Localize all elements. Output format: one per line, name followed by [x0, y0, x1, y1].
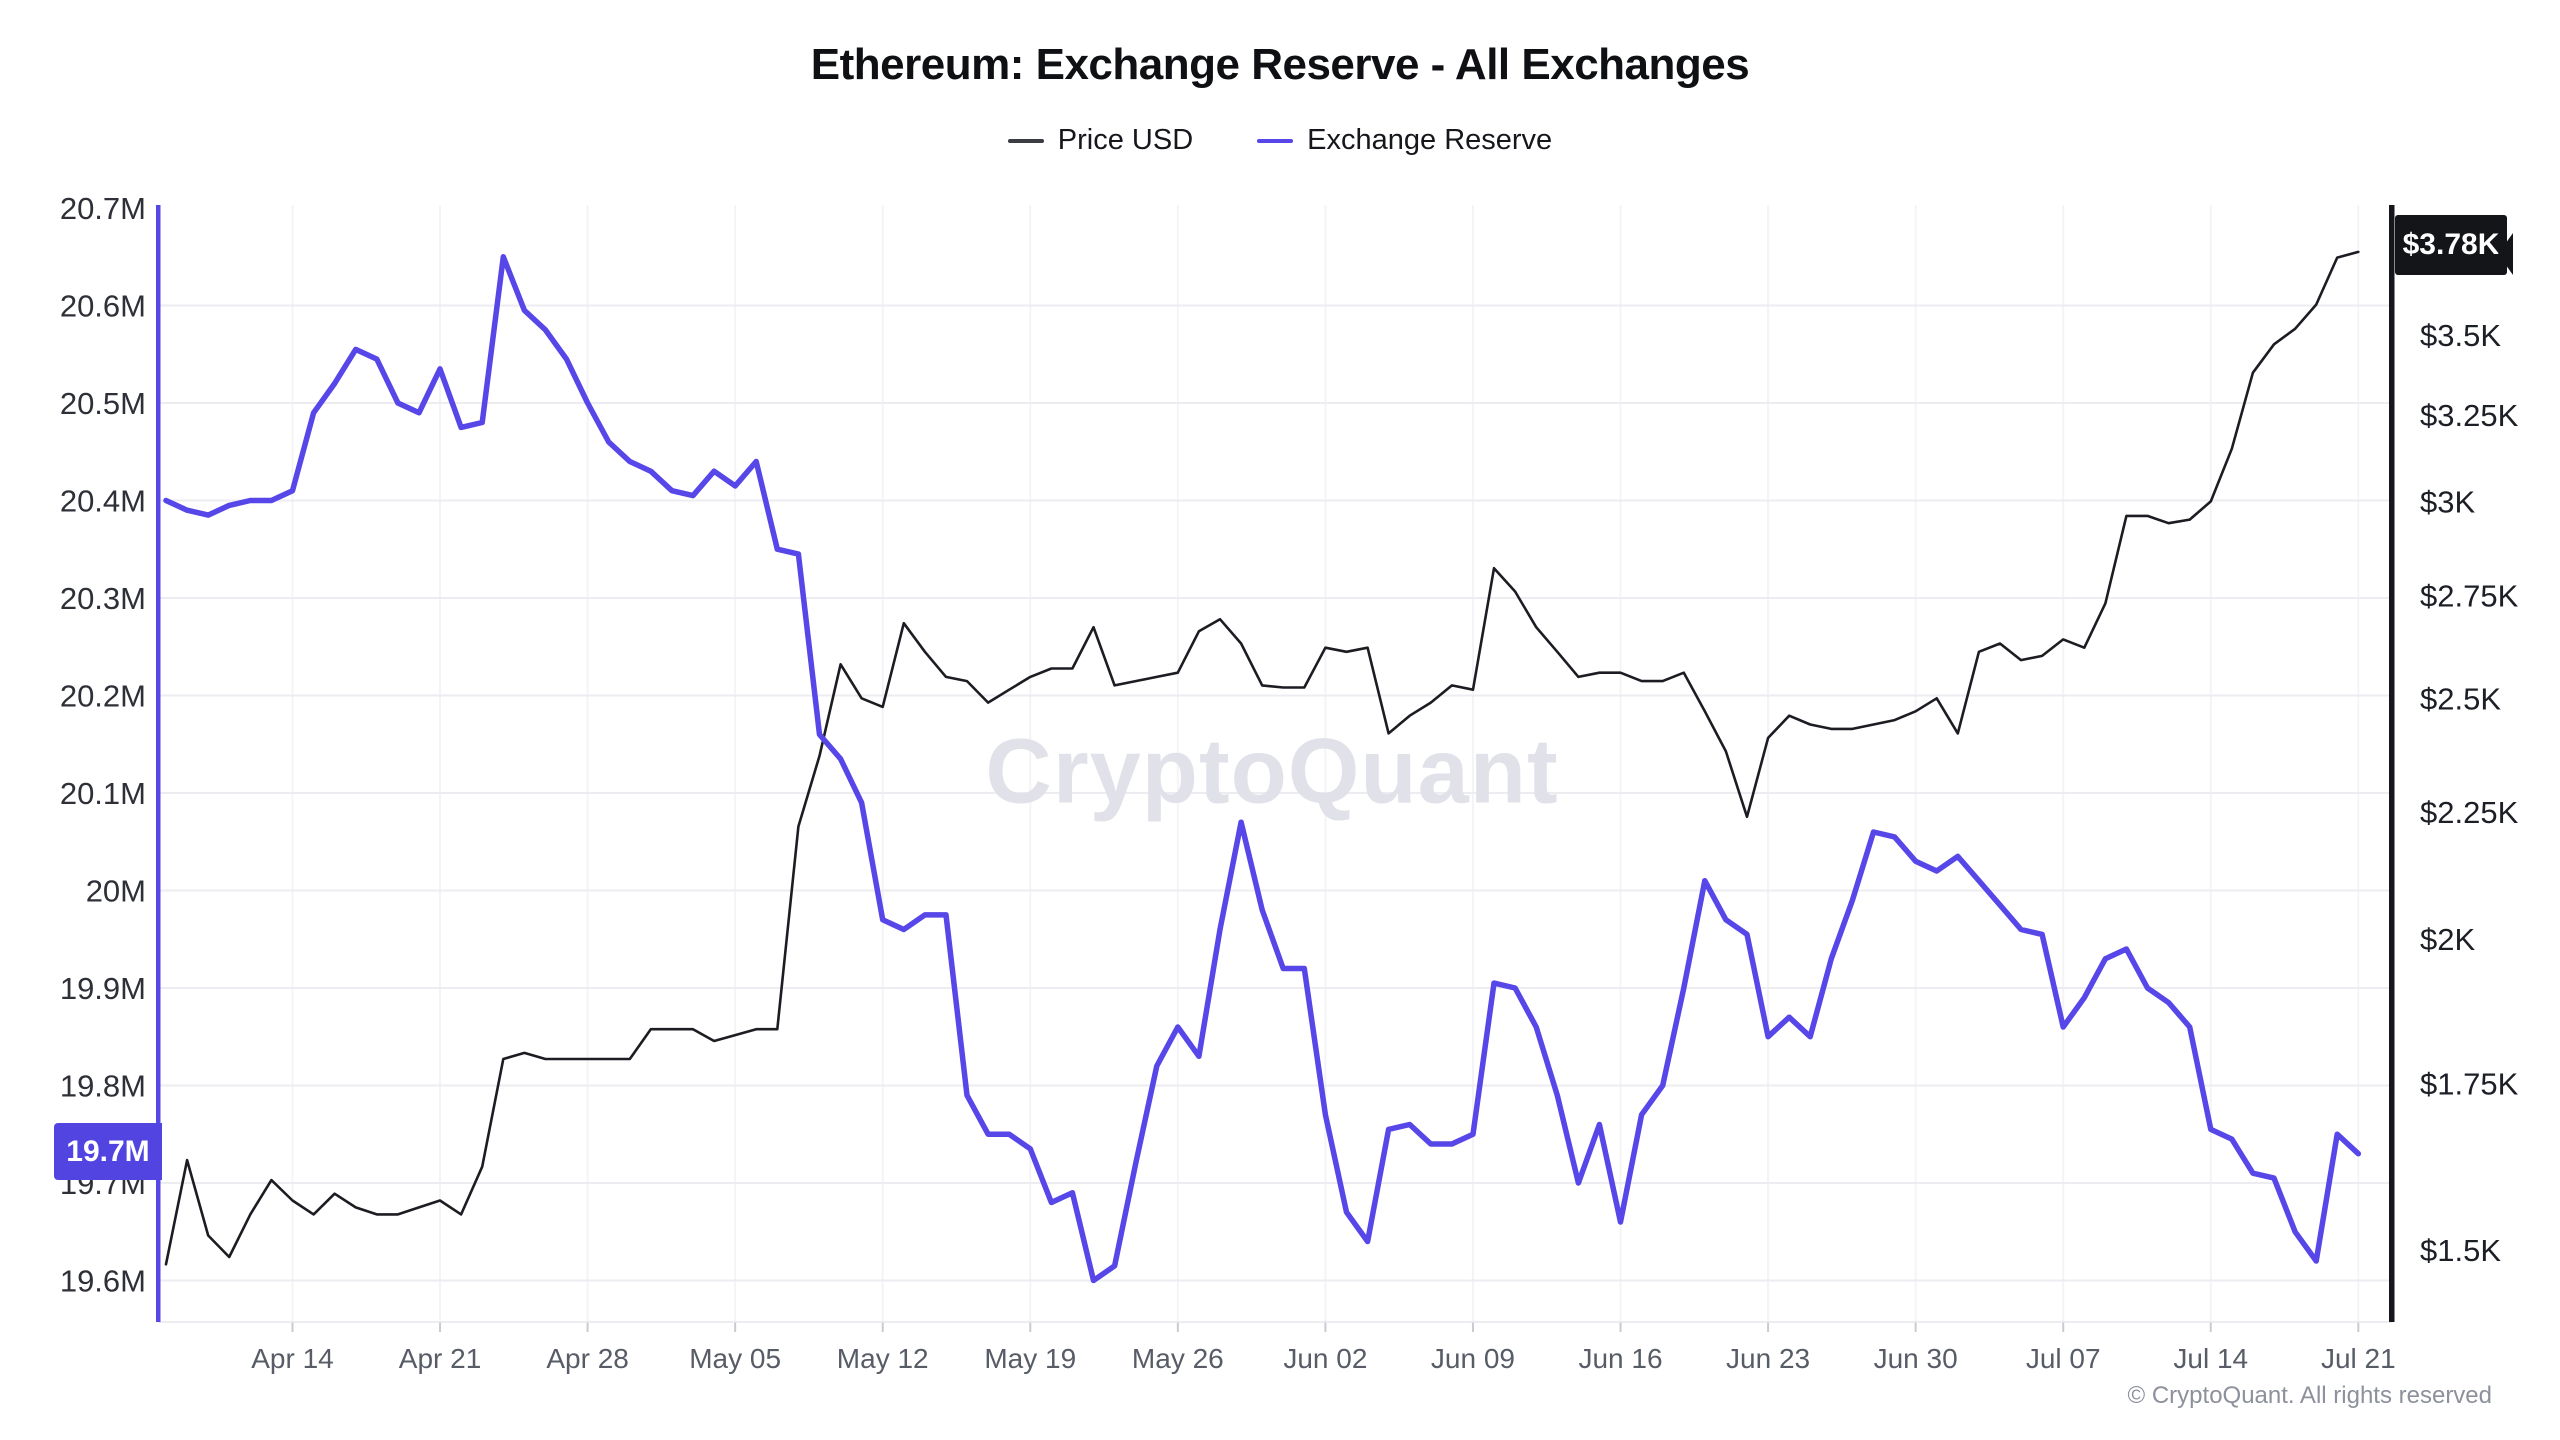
reserve-line-swatch-icon — [1257, 138, 1294, 143]
cryptoquant-watermark: CryptoQuant — [985, 720, 1559, 823]
x-axis-label: Jun 09 — [1431, 1343, 1515, 1374]
x-axis-label: Apr 21 — [399, 1343, 482, 1374]
x-axis-label: Jun 30 — [1874, 1343, 1958, 1374]
right-axis-line — [2389, 205, 2395, 1322]
left-axis-label: 19.9M — [60, 971, 146, 1006]
left-axis-line — [156, 205, 161, 1322]
exchange-reserve-line — [163, 254, 2362, 1284]
x-axis-label: Apr 14 — [251, 1343, 334, 1374]
left-axis-label: 20.6M — [60, 289, 146, 324]
price-current-value-badge: $3.78K — [2395, 215, 2507, 275]
x-axis-label: Jul 14 — [2173, 1343, 2248, 1374]
left-axis-label: 19.6M — [60, 1264, 146, 1299]
right-axis-label: $3K — [2420, 484, 2475, 519]
legend-item-price[interactable]: Price USD — [1007, 124, 1194, 157]
left-axis-label: 20M — [86, 874, 146, 909]
x-axis-label: Jun 02 — [1283, 1343, 1367, 1374]
x-axis-label: May 12 — [837, 1343, 929, 1374]
left-axis-label: 19.8M — [60, 1069, 146, 1104]
legend-label-price: Price USD — [1057, 124, 1194, 156]
left-axis-label: 20.3M — [60, 581, 146, 616]
x-axis-label: Jul 21 — [2321, 1343, 2396, 1374]
x-axis-label: May 26 — [1132, 1343, 1224, 1374]
x-axis-label: Apr 28 — [546, 1343, 629, 1374]
right-axis-label: $2.5K — [2420, 681, 2501, 716]
right-axis-label: $1.75K — [2420, 1066, 2519, 1101]
page-title: Ethereum: Exchange Reserve - All Exchang… — [810, 40, 1750, 89]
left-axis-label: 20.1M — [60, 776, 146, 811]
x-axis-label: Jun 23 — [1726, 1343, 1810, 1374]
chart-legend: Price USD Exchange Reserve — [0, 124, 2560, 157]
right-axis-label: $2.25K — [2420, 795, 2519, 830]
x-axis-label: Jun 16 — [1578, 1343, 1662, 1374]
x-axis-label: May 05 — [689, 1343, 781, 1374]
price-line-swatch-icon — [1007, 138, 1044, 143]
left-axis-label: 20.4M — [60, 484, 146, 519]
right-axis-label: $3.5K — [2420, 318, 2501, 353]
left-axis-label: 20.2M — [60, 679, 146, 714]
right-axis-label: $2K — [2420, 922, 2475, 957]
reserve-current-value-badge: 19.7M — [54, 1123, 162, 1180]
right-axis-label: $3.25K — [2420, 398, 2519, 433]
right-axis-label: $1.5K — [2420, 1233, 2501, 1268]
x-axis-label: May 19 — [984, 1343, 1076, 1374]
clipped-marker-arrow-icon — [2498, 233, 2513, 275]
price-usd-line — [164, 250, 2360, 1266]
right-axis-label: $2.75K — [2420, 578, 2519, 613]
left-axis-label: 20.5M — [60, 386, 146, 421]
legend-item-reserve[interactable]: Exchange Reserve — [1257, 124, 1552, 157]
x-axis-label: Jul 07 — [2026, 1343, 2101, 1374]
legend-label-reserve: Exchange Reserve — [1307, 124, 1553, 156]
left-axis-label: 20.7M — [60, 191, 146, 226]
copyright-text: © CryptoQuant. All rights reserved — [2127, 1382, 2493, 1409]
